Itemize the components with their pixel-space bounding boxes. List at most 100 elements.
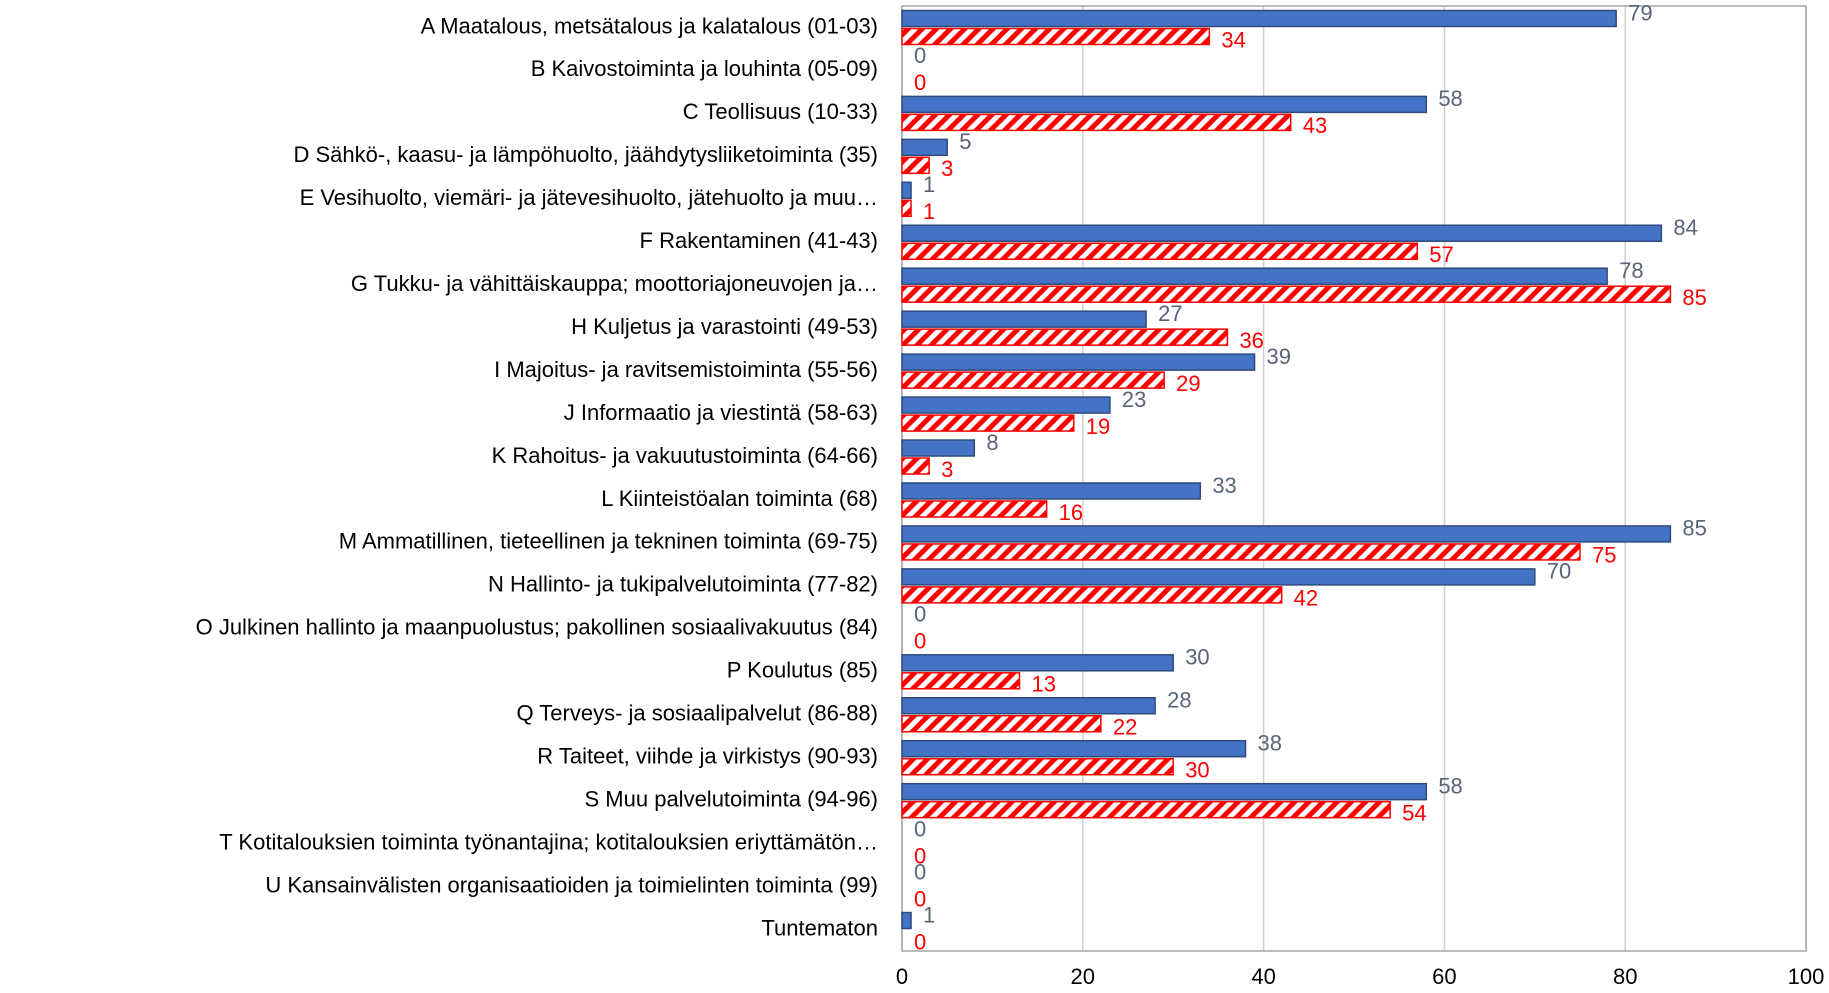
data-label: 28 (1167, 688, 1191, 713)
bar (901, 242, 1419, 260)
plot-frame (901, 5, 1807, 952)
data-label: 84 (1673, 215, 1697, 240)
data-label: 38 (1258, 731, 1282, 756)
data-label: 34 (1221, 27, 1245, 52)
category-label: O Julkinen hallinto ja maanpuolustus; pa… (196, 615, 878, 640)
x-tick-label: 100 (1788, 964, 1825, 989)
bar (901, 371, 1165, 389)
data-label: 30 (1185, 758, 1209, 783)
data-label: 0 (914, 843, 926, 868)
category-label: D Sähkö-, kaasu- ja lämpöhuolto, jäähdyt… (293, 142, 878, 167)
category-label: K Rahoitus- ja vakuutustoiminta (64-66) (492, 443, 878, 468)
category-label: E Vesihuolto, viemäri- ja jätevesihuolto… (300, 185, 878, 210)
category-label: N Hallinto- ja tukipalvelutoiminta (77-8… (488, 572, 878, 597)
data-label: 36 (1239, 328, 1263, 353)
data-label: 58 (1438, 86, 1462, 111)
category-label: U Kansainvälisten organisaatioiden ja to… (265, 872, 878, 897)
bar (901, 414, 1075, 432)
data-label: 39 (1267, 344, 1291, 369)
data-label: 58 (1438, 773, 1462, 798)
bar (901, 27, 1211, 46)
bar (901, 199, 912, 218)
data-label: 0 (914, 886, 926, 911)
data-label: 85 (1682, 285, 1706, 310)
category-label: M Ammatillinen, tieteellinen ja tekninen… (339, 529, 878, 554)
bar (901, 500, 1048, 518)
bar (901, 654, 1174, 672)
data-label: 43 (1303, 113, 1327, 138)
category-label: R Taiteet, viihde ja virkistys (90-93) (537, 744, 878, 769)
data-label: 85 (1682, 516, 1706, 541)
x-tick-label: 0 (896, 964, 908, 989)
bar (901, 95, 1428, 114)
data-label: 5 (959, 129, 971, 154)
x-tick-label: 60 (1432, 964, 1456, 989)
bar (901, 586, 1283, 604)
category-label: L Kiinteistöalan toiminta (68) (601, 486, 878, 511)
bar (901, 757, 1174, 776)
data-label: 0 (914, 929, 926, 954)
data-label: 75 (1592, 543, 1616, 568)
bar (901, 457, 930, 475)
data-label: 1 (923, 902, 935, 927)
category-label: Tuntematon (761, 915, 878, 940)
category-label: G Tukku- ja vähittäiskauppa; moottoriajo… (351, 271, 878, 296)
bar (901, 439, 976, 457)
data-label: 0 (914, 70, 926, 95)
category-label: P Koulutus (85) (727, 658, 878, 683)
data-label: 22 (1113, 715, 1137, 740)
data-label: 27 (1158, 301, 1182, 326)
bar (901, 697, 1156, 715)
category-label: F Rakentaminen (41-43) (640, 228, 878, 253)
data-label: 30 (1185, 645, 1209, 670)
x-tick-label: 40 (1251, 964, 1275, 989)
data-label: 78 (1619, 258, 1643, 283)
category-label: C Teollisuus (10-33) (683, 99, 878, 124)
data-label: 0 (914, 602, 926, 627)
x-tick-label: 20 (1071, 964, 1095, 989)
bar (901, 156, 930, 175)
data-label: 3 (941, 457, 953, 482)
bar (901, 9, 1617, 28)
data-label: 1 (923, 172, 935, 197)
bar (901, 138, 948, 157)
bar (901, 911, 912, 930)
category-label: H Kuljetus ja varastointi (49-53) (571, 314, 878, 339)
data-label: 13 (1032, 672, 1056, 697)
bar (901, 672, 1021, 690)
category-label: J Informaatio ja viestintä (58-63) (564, 400, 878, 425)
data-label: 0 (914, 859, 926, 884)
x-tick-label: 80 (1613, 964, 1637, 989)
data-label: 3 (941, 156, 953, 181)
bar (901, 353, 1256, 371)
data-label: 0 (914, 816, 926, 841)
bar (901, 543, 1581, 561)
bar (901, 782, 1428, 801)
category-label: B Kaivostoiminta ja louhinta (05-09) (531, 56, 878, 81)
bar (901, 482, 1202, 500)
data-label: 0 (914, 629, 926, 654)
bar (901, 739, 1247, 758)
bar (901, 800, 1391, 819)
category-label: A Maatalous, metsätalous ja kalatalous (… (421, 13, 878, 38)
bar (901, 525, 1672, 543)
data-label: 57 (1429, 242, 1453, 267)
data-label: 8 (986, 430, 998, 455)
data-label: 79 (1628, 0, 1652, 25)
data-label: 23 (1122, 387, 1146, 412)
data-label: 42 (1294, 586, 1318, 611)
bar (901, 396, 1111, 414)
category-label: S Muu palvelutoiminta (94-96) (585, 786, 878, 811)
category-label: I Majoitus- ja ravitsemistoiminta (55-56… (494, 357, 878, 382)
bar (901, 113, 1292, 132)
data-label: 54 (1402, 800, 1426, 825)
category-label: T Kotitalouksien toiminta työnantajina; … (219, 829, 878, 854)
bar (901, 568, 1536, 586)
bar (901, 310, 1147, 328)
bar (901, 224, 1663, 242)
bar (901, 285, 1672, 303)
bar (901, 328, 1229, 346)
category-label: Q Terveys- ja sosiaalipalvelut (86-88) (516, 701, 878, 726)
